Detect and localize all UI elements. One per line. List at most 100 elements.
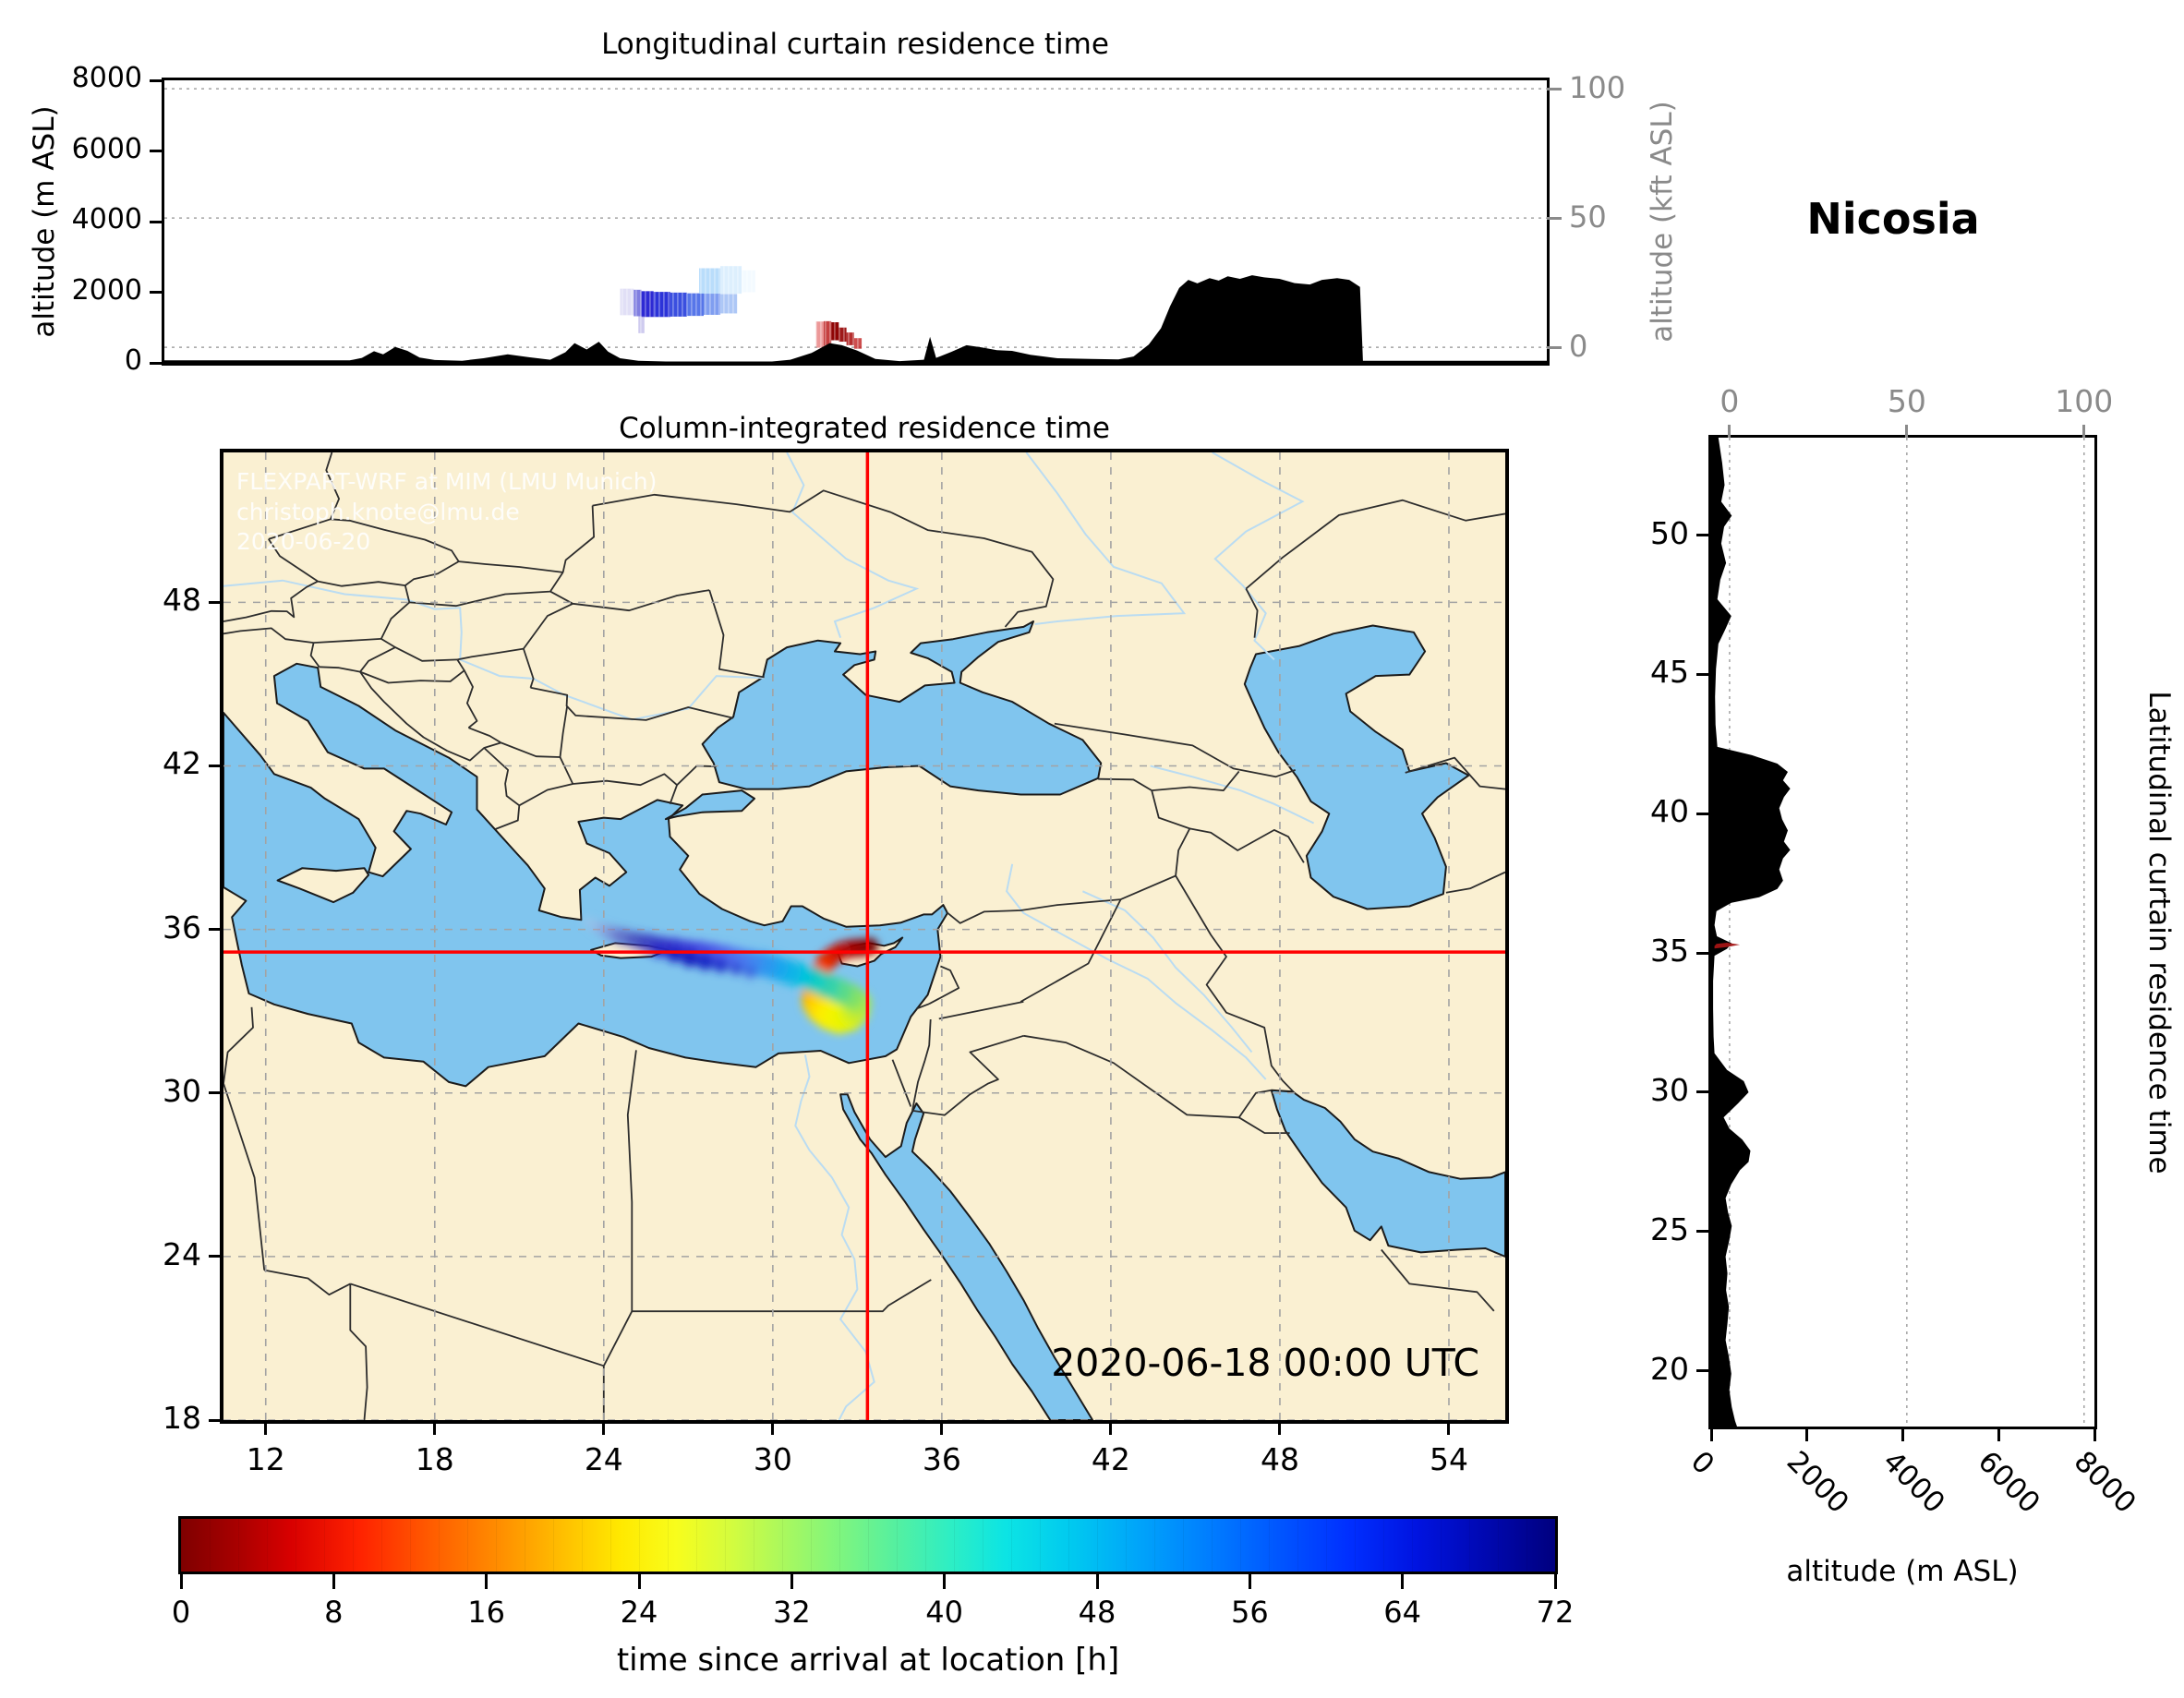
tick-mark bbox=[1547, 345, 1562, 349]
top-panel-ytick-left: 4000 bbox=[71, 203, 142, 235]
tick-mark bbox=[209, 1418, 223, 1422]
map-lat-tick: 48 bbox=[163, 582, 201, 619]
map-lat-tick: 30 bbox=[163, 1072, 201, 1109]
tick-mark bbox=[1997, 1427, 2000, 1441]
tick-mark bbox=[943, 1574, 947, 1589]
map-lon-tick: 42 bbox=[1091, 1441, 1130, 1477]
map-datetime-label: 2020-06-18 00:00 UTC bbox=[1051, 1341, 1479, 1385]
right-panel-alt-tick: 8000 bbox=[2067, 1444, 2142, 1521]
tick-mark bbox=[1805, 1427, 1809, 1441]
tick-mark bbox=[433, 1420, 437, 1435]
top-panel-ytick-right: 100 bbox=[1569, 70, 1626, 106]
map-lon-tick: 54 bbox=[1429, 1441, 1468, 1477]
tick-mark bbox=[209, 764, 223, 767]
colorbar-tick: 24 bbox=[620, 1595, 658, 1630]
tick-mark bbox=[485, 1574, 489, 1589]
map-lat-tick: 18 bbox=[163, 1400, 201, 1436]
right-panel-alt-tick: 6000 bbox=[1971, 1444, 2047, 1521]
tick-mark bbox=[150, 361, 164, 365]
tick-mark bbox=[150, 291, 164, 294]
tick-mark bbox=[264, 1420, 268, 1435]
map-panel-title: Column-integrated residence time bbox=[619, 412, 1110, 445]
tick-mark bbox=[602, 1420, 606, 1435]
map-lat-tick: 24 bbox=[163, 1235, 201, 1272]
map-lon-tick: 18 bbox=[415, 1441, 454, 1477]
tick-mark bbox=[1709, 1427, 1713, 1441]
longitudinal-curtain-panel bbox=[162, 78, 1550, 366]
tick-mark bbox=[1248, 1574, 1251, 1589]
right-panel-alt-tick: 4000 bbox=[1876, 1444, 1951, 1521]
map-lon-tick: 12 bbox=[246, 1441, 285, 1477]
tick-mark bbox=[209, 600, 223, 604]
right-panel-lat-tick: 25 bbox=[1650, 1210, 1689, 1247]
right-panel-kft-tick: 0 bbox=[1719, 383, 1740, 419]
tick-mark bbox=[209, 928, 223, 932]
right-panel-lat-tick: 45 bbox=[1650, 654, 1689, 691]
right-panel-lat-tick: 20 bbox=[1650, 1350, 1689, 1387]
map-lat-tick: 36 bbox=[163, 909, 201, 945]
tick-mark bbox=[1547, 87, 1562, 90]
map-lon-tick: 24 bbox=[584, 1441, 623, 1477]
colorbar bbox=[178, 1516, 1558, 1574]
latitudinal-curtain-panel bbox=[1708, 435, 2097, 1429]
right-panel-lat-tick: 30 bbox=[1650, 1071, 1689, 1108]
tick-mark bbox=[1728, 425, 1732, 438]
tick-mark bbox=[1401, 1574, 1405, 1589]
right-panel-lat-tick: 50 bbox=[1650, 514, 1689, 551]
colorbar-tick: 56 bbox=[1230, 1595, 1269, 1630]
top-panel-ytick-left: 0 bbox=[124, 344, 142, 377]
tick-mark bbox=[1696, 951, 1711, 955]
colorbar-tick: 40 bbox=[925, 1595, 964, 1630]
tick-mark bbox=[179, 1574, 183, 1589]
tick-mark bbox=[1447, 1420, 1451, 1435]
top-panel-ytick-left: 2000 bbox=[71, 273, 142, 307]
latitudinal-curtain-plot bbox=[1711, 438, 2085, 1427]
colorbar-cells bbox=[181, 1519, 1555, 1572]
tick-mark bbox=[637, 1574, 641, 1589]
tick-mark bbox=[1901, 1427, 1904, 1441]
tick-mark bbox=[2082, 425, 2086, 438]
colorbar-tick: 64 bbox=[1383, 1595, 1422, 1630]
right-panel-alt-tick: 0 bbox=[1683, 1444, 1721, 1482]
map-lon-tick: 36 bbox=[922, 1441, 961, 1477]
top-panel-ytick-right: 50 bbox=[1569, 199, 1607, 235]
tick-mark bbox=[209, 1091, 223, 1095]
map-lon-tick: 48 bbox=[1260, 1441, 1299, 1477]
tick-mark bbox=[150, 150, 164, 152]
map-lat-tick: 42 bbox=[163, 745, 201, 782]
tick-mark bbox=[771, 1420, 775, 1435]
colorbar-tick: 32 bbox=[772, 1595, 811, 1630]
colorbar-label: time since arrival at location [h] bbox=[616, 1642, 1120, 1679]
right-panel-xlabel: altitude (m ASL) bbox=[1786, 1555, 2019, 1588]
tick-mark bbox=[1696, 534, 1711, 537]
top-panel-ylabel-right: altitude (kft ASL) bbox=[1646, 101, 1679, 343]
tick-mark bbox=[1696, 1369, 1711, 1373]
tick-mark bbox=[1696, 672, 1711, 676]
tick-mark bbox=[1553, 1574, 1557, 1589]
colorbar-tick: 8 bbox=[324, 1595, 344, 1630]
right-panel-alt-tick: 2000 bbox=[1780, 1444, 1855, 1521]
tick-mark bbox=[790, 1574, 793, 1589]
tick-mark bbox=[1547, 216, 1562, 220]
tick-mark bbox=[1696, 1090, 1711, 1094]
colorbar-tick: 48 bbox=[1078, 1595, 1116, 1630]
tick-mark bbox=[1905, 425, 1909, 438]
tick-mark bbox=[150, 220, 164, 223]
tick-mark bbox=[209, 1255, 223, 1258]
tick-mark bbox=[1109, 1420, 1113, 1435]
map-lon-tick: 30 bbox=[753, 1441, 792, 1477]
top-panel-ytick-right: 0 bbox=[1569, 329, 1588, 365]
tick-mark bbox=[1095, 1574, 1099, 1589]
tick-mark bbox=[1696, 812, 1711, 815]
tick-mark bbox=[1278, 1420, 1282, 1435]
right-panel-lat-tick: 35 bbox=[1650, 933, 1689, 969]
right-panel-kft-tick: 100 bbox=[2055, 383, 2114, 419]
right-panel-kft-tick: 50 bbox=[1887, 383, 1926, 419]
top-panel-ytick-left: 8000 bbox=[71, 62, 142, 94]
column-integrated-map bbox=[223, 452, 1505, 1420]
top-panel-ytick-left: 6000 bbox=[71, 132, 142, 165]
colorbar-tick: 72 bbox=[1536, 1595, 1575, 1630]
right-panel-lat-tick: 40 bbox=[1650, 793, 1689, 830]
longitudinal-curtain-plot bbox=[164, 88, 1547, 363]
